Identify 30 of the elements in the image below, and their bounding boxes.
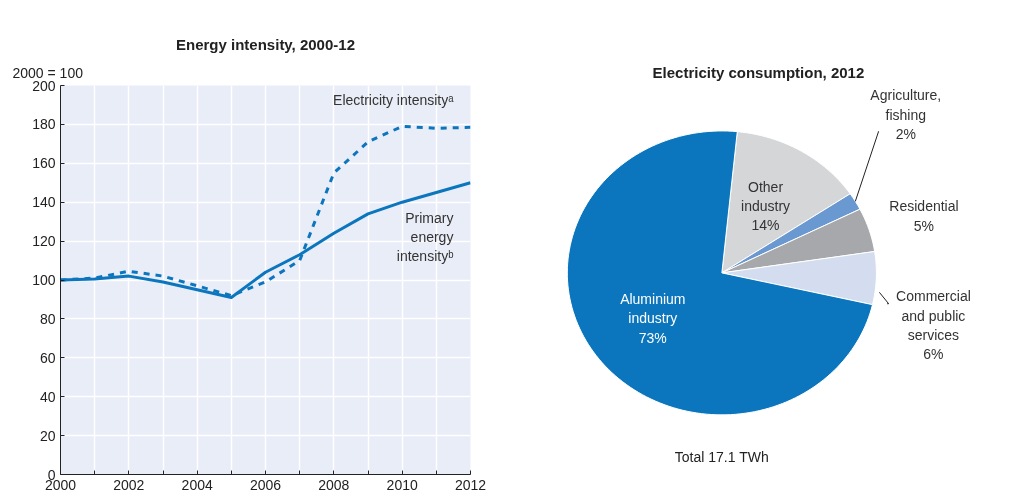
y-tick-label: 40	[39, 388, 56, 405]
slice-label: Other industry	[741, 178, 791, 214]
x-tick-label: 2004	[181, 476, 213, 493]
slice-label: Agriculture, fishing	[870, 87, 942, 123]
data-label: 5%	[913, 217, 935, 234]
y-tick-label: 120	[32, 233, 56, 250]
x-tick-label: 2002	[113, 476, 145, 493]
x-tick-label: 2008	[318, 476, 350, 493]
chart-title: Energy intensity, 2000-12	[176, 35, 355, 53]
data-label: 73%	[638, 329, 667, 346]
x-tick-label: 2010	[386, 476, 418, 493]
chart-title: Electricity consumption, 2012	[652, 63, 865, 81]
y-tick-label: 180	[32, 116, 56, 133]
x-tick-label: 2006	[249, 476, 282, 493]
slice-label: Commercial and public services	[896, 288, 971, 343]
series-label: Electricity intensityᵃ	[333, 91, 455, 108]
slice-label: Aluminium industry	[620, 291, 686, 327]
data-label: 14%	[751, 217, 780, 234]
y-tick-label: 160	[32, 155, 56, 172]
y-tick-label: 100	[32, 272, 56, 288]
data-label: 2%	[895, 125, 916, 142]
slice-label: Residential	[889, 198, 959, 215]
y-tick-label: 60	[39, 349, 56, 366]
y-tick-label: 80	[39, 310, 56, 327]
x-tick-label: 2012	[454, 476, 487, 493]
series-label: Primary energy intensityᵇ	[396, 209, 454, 265]
y-tick-label: 140	[32, 194, 56, 211]
y-tick-label: 20	[39, 427, 56, 444]
data-label: 6%	[923, 346, 944, 363]
text: Total 17.1 TWh	[674, 449, 769, 466]
